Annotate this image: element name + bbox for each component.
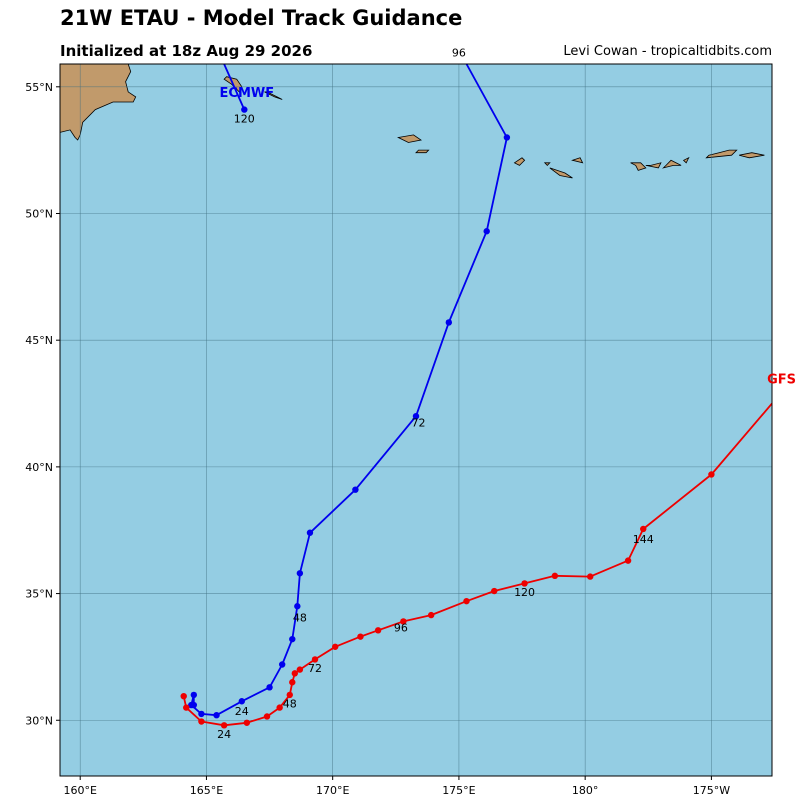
- ecmwf-track-point: [306, 529, 314, 536]
- track-labels: 24 48 72 96 120 24 48 72 96 120 144 ECMWF GFS: [217, 46, 796, 741]
- ecmwf-track-point: [238, 698, 245, 705]
- y-tick-label: 30°N: [25, 714, 53, 727]
- gfs-track-point: [357, 633, 364, 640]
- graticule: [60, 64, 772, 776]
- ecmwf-hour-label: 24: [235, 705, 249, 718]
- ecmwf-hour-label: 72: [412, 416, 426, 429]
- gfs-track-point: [332, 643, 339, 650]
- gfs-track-point: [220, 722, 228, 729]
- land-atka-group-2: [645, 162, 662, 169]
- ecmwf-track-point: [190, 691, 198, 699]
- ecmwf-track-point: [412, 412, 420, 420]
- ecmwf-track-point: [483, 228, 490, 235]
- gfs-track-point: [183, 704, 190, 711]
- gfs-hour-label: 96: [394, 622, 408, 635]
- gfs-track-point: [291, 670, 299, 677]
- land-tanaga-adak: [549, 167, 573, 179]
- x-tick-label: 170°E: [316, 784, 349, 797]
- land-amchitka: [543, 162, 551, 166]
- gfs-track-point: [463, 597, 470, 605]
- gfs-track-point: [551, 572, 559, 580]
- land-layer: [60, 64, 765, 179]
- ecmwf-model-label: ECMWF: [220, 86, 275, 101]
- gfs-track-point: [640, 525, 647, 533]
- gfs-hour-label: 24: [217, 728, 231, 741]
- land-agattu: [415, 149, 430, 154]
- model-tracks: [180, 64, 772, 729]
- ecmwf-track-point: [352, 486, 359, 493]
- gfs-track-point: [708, 471, 715, 478]
- x-tick-label: 175°W: [693, 784, 730, 797]
- y-tick-label: 50°N: [25, 207, 53, 220]
- ecmwf-track-point: [278, 661, 286, 668]
- gfs-track-point: [427, 611, 435, 619]
- gfs-track-line: [182, 402, 772, 727]
- ecmwf-hour-label: 48: [293, 611, 307, 624]
- ocean-background: [60, 64, 772, 776]
- x-tick-label: 160°E: [63, 784, 96, 797]
- x-tick-label: 165°E: [190, 784, 223, 797]
- map-frame: [59, 63, 773, 777]
- gfs-model-label: GFS: [767, 372, 796, 387]
- gfs-track-point: [276, 704, 283, 711]
- gfs-hour-label: 48: [283, 698, 297, 711]
- ecmwf-track-point: [289, 635, 296, 643]
- land-semisopochnoi: [571, 157, 584, 164]
- gfs-hour-label: 144: [633, 533, 654, 546]
- gfs-track-point: [263, 713, 271, 720]
- ecmwf-track-end-point: [241, 106, 248, 113]
- gfs-track-point: [243, 719, 251, 726]
- track-clip-group: [180, 64, 772, 729]
- x-tick-label: 180°: [572, 784, 599, 797]
- land-attu: [397, 134, 423, 143]
- ecmwf-hour-label: 96: [452, 46, 466, 59]
- gfs-track-point: [587, 573, 594, 580]
- land-kamchatka: [60, 64, 137, 141]
- gfs-hour-label: 72: [308, 662, 322, 675]
- y-tick-label: 55°N: [25, 81, 53, 94]
- gfs-track-point: [491, 587, 498, 595]
- ecmwf-track-point: [188, 701, 195, 709]
- x-tick-label: 175°E: [442, 784, 475, 797]
- gfs-track-point: [286, 691, 293, 699]
- gfs-track-point: [180, 692, 187, 700]
- ecmwf-track-point: [503, 134, 511, 141]
- land-umnak-unalaska: [705, 149, 738, 159]
- gfs-track-point: [311, 656, 319, 663]
- gfs-track-point: [521, 580, 528, 587]
- land-atka-group-1: [630, 162, 647, 171]
- gfs-track-point: [198, 718, 205, 725]
- ecmwf-hour-label: 120: [234, 112, 255, 125]
- y-tick-label: 40°N: [25, 461, 53, 474]
- gfs-track-point: [624, 557, 632, 564]
- y-tick-label: 45°N: [25, 334, 53, 347]
- gfs-track-point: [289, 679, 296, 686]
- y-tick-label: 35°N: [25, 588, 53, 601]
- ecmwf-track-point: [294, 603, 301, 610]
- ecmwf-track-point: [266, 684, 273, 691]
- axis-labels: 160°E 165°E 170°E 175°E 180° 175°W 30°N 35°N 40°…: [25, 81, 730, 797]
- ecmwf-track-point: [198, 710, 205, 718]
- gfs-track-point: [400, 618, 407, 625]
- land-unalaska-east: [739, 152, 765, 159]
- init-time-subtitle: Initialized at 18z Aug 29 2026: [60, 42, 313, 60]
- ecmwf-track-point: [213, 711, 220, 719]
- land-komandorski-medny: [264, 91, 283, 100]
- ecmwf-track-point: [296, 570, 304, 577]
- ecmwf-track-end-line: [223, 64, 246, 110]
- gfs-track-point: [374, 627, 382, 634]
- chart-title: 21W ETAU - Model Track Guidance: [60, 6, 463, 30]
- land-atka-group-4: [682, 156, 690, 164]
- gfs-track-point: [296, 666, 304, 673]
- gfs-hour-label: 120: [514, 586, 535, 599]
- land-kiska: [513, 157, 526, 166]
- credit-text: Levi Cowan - tropicaltidbits.com: [563, 44, 772, 59]
- land-atka-group-3: [662, 159, 682, 169]
- ecmwf-track-point: [445, 319, 453, 326]
